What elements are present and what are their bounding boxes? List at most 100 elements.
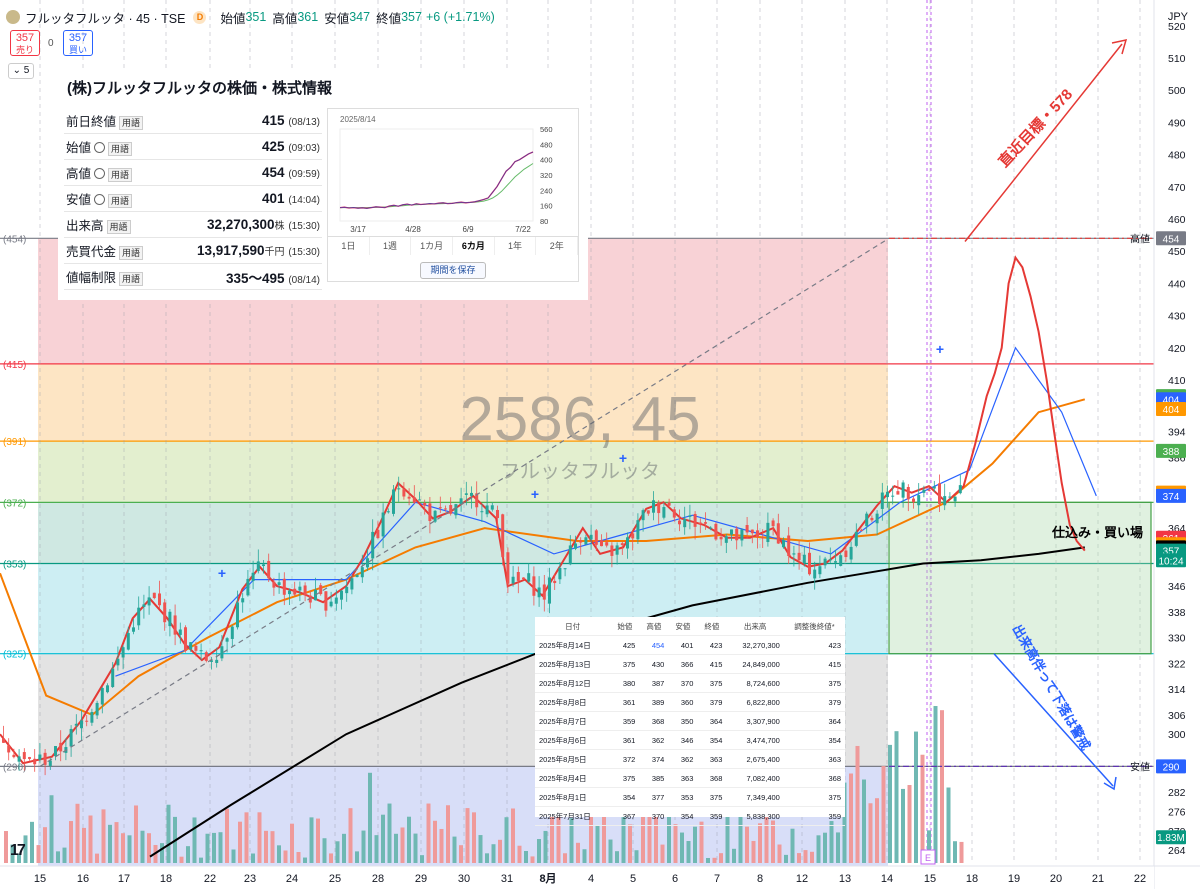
candle-body [282, 578, 286, 595]
candle-body [43, 752, 47, 765]
candle-body [943, 496, 947, 506]
indicator-toggle[interactable]: ⌄ 5 [8, 63, 34, 79]
time-tick: 29 [415, 873, 427, 885]
mini-chart-date: 2025/8/14 [340, 115, 376, 124]
period-tab[interactable]: 2年 [536, 237, 579, 255]
candle-body [74, 723, 78, 726]
price-tick: 500 [1168, 85, 1186, 97]
tradingview-logo[interactable]: 17 [10, 842, 26, 859]
candle-body [594, 530, 598, 545]
price-tag [1156, 443, 1186, 458]
fib-label: (353) [3, 560, 26, 571]
mini-y-tick: 560 [540, 125, 553, 134]
open-value: 351 [245, 10, 267, 24]
candle-body [626, 537, 629, 549]
candle-body [745, 525, 749, 533]
volume-bar [595, 825, 600, 863]
candle-body [116, 658, 120, 666]
time-tick: 21 [1092, 873, 1104, 885]
mini-price-overlay [339, 151, 534, 209]
candle-body [324, 591, 328, 611]
volume-bar [186, 846, 190, 863]
currency-label[interactable]: JPY [1168, 11, 1189, 23]
price-tag-label: 454 [1163, 234, 1180, 245]
candle-body [345, 586, 349, 594]
time-tick: 14 [881, 873, 893, 885]
candle-body [631, 533, 635, 539]
history-row: 2025年8月12日 380 387 370 375 8,724,600 375 [535, 673, 845, 693]
volume-bar [953, 841, 957, 863]
period-tab[interactable]: 6カ月 [453, 237, 495, 255]
glossary-button[interactable]: 用語 [108, 168, 133, 182]
candle-body [563, 568, 567, 570]
volume-bar [511, 808, 515, 863]
glossary-button[interactable]: 用語 [108, 194, 133, 208]
info-table: 前日終値 用語 415 (08/13) 始値 用語 425 (09:03) 高値 用語 454 … [64, 108, 322, 290]
volume-bar [641, 816, 645, 863]
history-row: 2025年8月1日 354 377 353 375 7,349,400 375 [535, 787, 845, 807]
stock-info-panel: (株)フルッタフルッタの株価・株式情報 前日終値 用語 415 (08/13) 始値用… [58, 68, 588, 300]
candle-body [121, 647, 125, 658]
volume-bar [329, 853, 333, 863]
volume-bar [517, 845, 522, 863]
glossary-button[interactable]: 用語 [119, 272, 144, 286]
volume-bar [316, 818, 320, 863]
volume-bar [36, 845, 41, 863]
candle-body [173, 615, 177, 635]
save-period-button[interactable]: 期間を保存 [420, 262, 486, 279]
candle-body [126, 633, 130, 650]
symbol-title[interactable]: フルッタフルッタ · 45 · TSE [25, 11, 186, 26]
candle-body [516, 571, 520, 581]
fib-label: (415) [3, 360, 26, 371]
candle-body [397, 488, 401, 490]
volume-bar [134, 805, 138, 863]
candle-body [308, 595, 312, 603]
candle-body [756, 530, 759, 538]
price-tick: 450 [1168, 246, 1186, 258]
time-tick: 7 [714, 873, 720, 885]
volume-bar [290, 823, 294, 863]
volume-bar [121, 833, 125, 863]
spread-value: 0 [48, 38, 54, 49]
time-tick: 17 [118, 873, 130, 885]
signal-plus-icon: + [531, 486, 539, 502]
glossary-button[interactable]: 用語 [106, 220, 131, 234]
period-tab[interactable]: 1年 [495, 237, 537, 255]
time-tick: 23 [244, 873, 256, 885]
price-tick: 282 [1168, 787, 1186, 799]
time-tick: 30 [458, 873, 470, 885]
target-annotation: 直近目標・578 [995, 85, 1076, 170]
candle-body [828, 559, 832, 561]
candle-body [392, 489, 395, 514]
period-tab[interactable]: 1日 [328, 237, 370, 255]
volume-bar [959, 841, 964, 863]
period-tab[interactable]: 1週 [370, 237, 412, 255]
candle-body [808, 552, 811, 575]
volume-bar [498, 839, 502, 863]
sell-button[interactable]: 357 売り [10, 30, 40, 56]
candle-body [922, 489, 926, 493]
volume-bar [849, 773, 853, 863]
glossary-button[interactable]: 用語 [119, 246, 144, 260]
candle-body [568, 545, 572, 565]
buy-button[interactable]: 357 買い [63, 30, 93, 56]
time-axis-bg [0, 866, 1154, 889]
volume-bar [381, 814, 385, 863]
candle-body [22, 752, 26, 760]
candle-body [683, 518, 687, 528]
candle-body [766, 522, 770, 543]
period-tab[interactable]: 1カ月 [411, 237, 454, 255]
candle-body [709, 527, 713, 529]
price-tick: 480 [1168, 150, 1186, 162]
candle-body [381, 512, 385, 537]
volume-bar [693, 826, 697, 863]
glossary-button[interactable]: 用語 [119, 116, 144, 130]
time-tick: 8月 [539, 872, 556, 885]
volume-bar [205, 833, 210, 863]
candle-body [579, 540, 583, 543]
volume-bar [374, 835, 379, 863]
candle-body [693, 513, 697, 527]
candle-body [2, 738, 5, 743]
glossary-button[interactable]: 用語 [108, 142, 133, 156]
event-marker[interactable] [920, 849, 936, 865]
